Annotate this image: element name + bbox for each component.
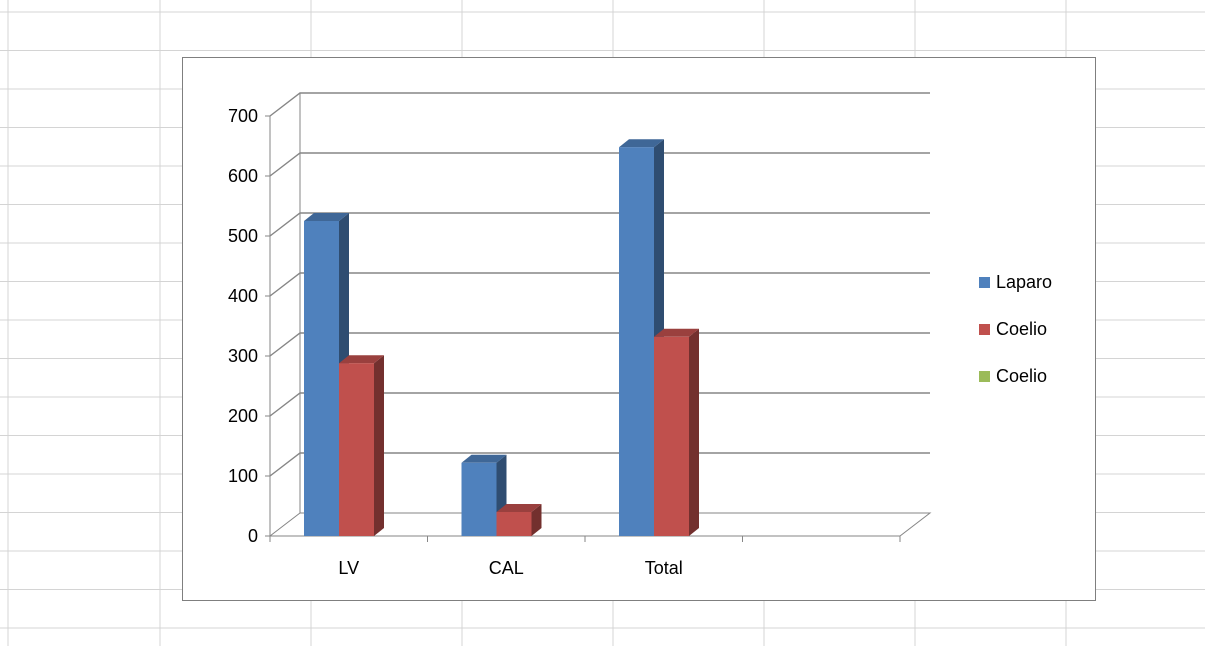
gridline xyxy=(269,332,930,357)
bar-front xyxy=(619,147,654,536)
y-tick-label: 600 xyxy=(228,166,258,186)
bar xyxy=(339,355,384,536)
gridline xyxy=(269,212,930,237)
bar-top xyxy=(496,504,542,512)
gridline xyxy=(269,452,930,477)
gridline xyxy=(269,152,930,177)
y-tick-label: 400 xyxy=(228,286,258,306)
bar-front xyxy=(654,336,689,536)
bar-side xyxy=(374,355,384,536)
bar-top xyxy=(461,454,507,463)
chart-legend[interactable]: Laparo Coelio Coelio xyxy=(979,272,1089,413)
chart-area[interactable]: 0 100 200 300 400 500 600 700 LV CAL Total Laparo … xyxy=(182,57,1096,601)
legend-swatch xyxy=(979,371,990,382)
gridline xyxy=(269,392,930,417)
bar-front xyxy=(304,221,339,536)
bar-top xyxy=(304,213,349,221)
bar-top xyxy=(339,355,384,364)
legend-swatch xyxy=(979,324,990,335)
bar-top xyxy=(619,139,664,148)
y-tick-label: 300 xyxy=(228,346,258,366)
legend-label: Coelio xyxy=(996,319,1048,339)
bar xyxy=(654,328,699,536)
x-tick-label: Total xyxy=(645,558,683,578)
y-tick-label: 500 xyxy=(228,226,258,246)
y-tick-label: 0 xyxy=(248,526,258,546)
legend-label: Coelio xyxy=(996,366,1048,386)
y-tick-label: 700 xyxy=(228,106,258,126)
chart-plot: 0 100 200 300 400 500 600 700 LV CAL Total xyxy=(228,92,932,578)
legend-label: Laparo xyxy=(996,272,1053,292)
gridline xyxy=(269,92,930,117)
legend-swatch xyxy=(979,277,990,288)
bar-side xyxy=(689,328,699,536)
y-tick-label: 100 xyxy=(228,466,258,486)
bar-front xyxy=(496,512,532,536)
bar xyxy=(496,504,542,536)
legend-item: Coelio xyxy=(979,319,1089,366)
x-tick-label: LV xyxy=(338,558,359,578)
bar-top xyxy=(654,328,699,337)
bar-front xyxy=(339,363,374,536)
bar-front xyxy=(461,462,497,536)
y-tick-label: 200 xyxy=(228,406,258,426)
x-tick-label: CAL xyxy=(489,558,524,578)
gridline xyxy=(269,272,930,297)
legend-item: Laparo xyxy=(979,272,1089,319)
legend-item: Coelio xyxy=(979,366,1089,413)
bar-side xyxy=(531,504,542,536)
